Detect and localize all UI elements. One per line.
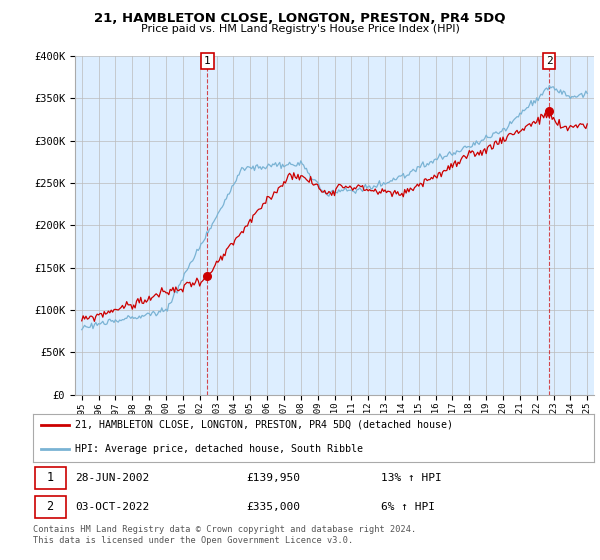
Text: £335,000: £335,000 [246,502,300,512]
Text: 28-JUN-2002: 28-JUN-2002 [75,473,149,483]
Text: 13% ↑ HPI: 13% ↑ HPI [381,473,442,483]
Text: 2: 2 [46,500,53,513]
Text: £139,950: £139,950 [246,473,300,483]
Text: HPI: Average price, detached house, South Ribble: HPI: Average price, detached house, Sout… [75,444,363,454]
Text: 1: 1 [204,56,211,66]
Text: 21, HAMBLETON CLOSE, LONGTON, PRESTON, PR4 5DQ (detached house): 21, HAMBLETON CLOSE, LONGTON, PRESTON, P… [75,420,453,430]
Text: Contains HM Land Registry data © Crown copyright and database right 2024.
This d: Contains HM Land Registry data © Crown c… [33,525,416,545]
Text: 21, HAMBLETON CLOSE, LONGTON, PRESTON, PR4 5DQ: 21, HAMBLETON CLOSE, LONGTON, PRESTON, P… [94,12,506,25]
Text: 1: 1 [46,472,53,484]
Text: Price paid vs. HM Land Registry's House Price Index (HPI): Price paid vs. HM Land Registry's House … [140,24,460,34]
Text: 03-OCT-2022: 03-OCT-2022 [75,502,149,512]
Text: 2: 2 [546,56,553,66]
FancyBboxPatch shape [35,496,65,517]
FancyBboxPatch shape [35,467,65,489]
Text: 6% ↑ HPI: 6% ↑ HPI [381,502,435,512]
